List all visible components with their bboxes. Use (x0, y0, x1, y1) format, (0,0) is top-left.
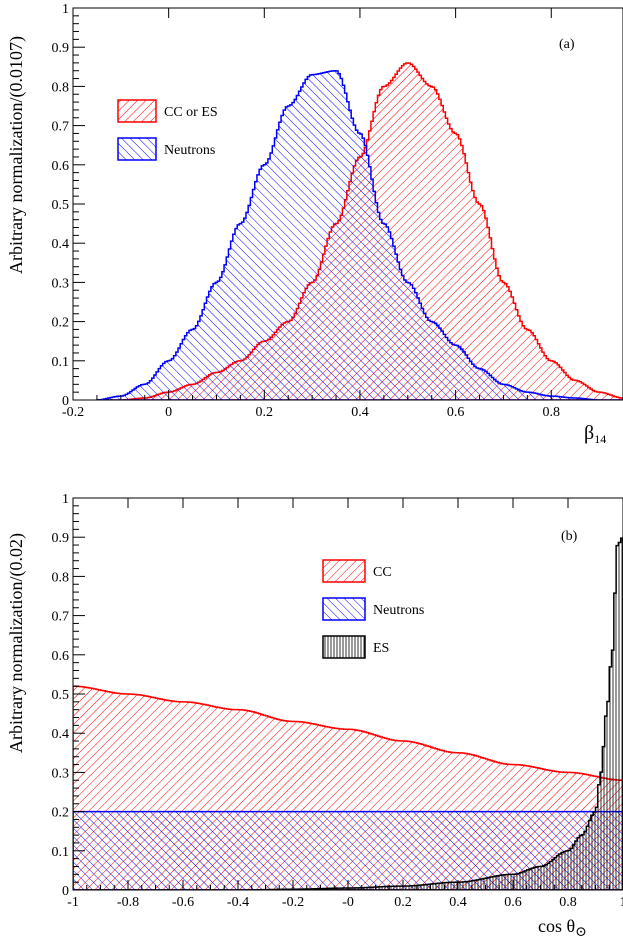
x-axis-label-a-sub: 14 (594, 432, 606, 446)
legend-label: ES (373, 641, 389, 656)
y-tick-label: 0.4 (52, 237, 70, 252)
y-tick-label: 0.6 (52, 649, 70, 664)
y-tick-label: 0.3 (52, 766, 70, 781)
y-tick-label: 0.2 (52, 806, 70, 821)
legend-swatch (117, 99, 157, 123)
legend-a: CC or ES Neutrons (117, 99, 218, 161)
legend-b: CC Neutrons ES (322, 559, 424, 659)
x-tick-label: -0.8 (117, 895, 139, 910)
y-tick-label: 0.5 (52, 688, 70, 703)
x-tick-label: 0.4 (351, 405, 369, 420)
y-axis-label-b: Arbitrary normalization/(0.02) (6, 533, 27, 753)
y-tick-label: 0.7 (52, 120, 70, 135)
y-tick-label: 1 (62, 2, 69, 17)
legend-swatch (322, 597, 366, 621)
series-neutrons (73, 810, 623, 890)
y-tick-label: 0.9 (52, 531, 70, 546)
legend-swatch (322, 635, 366, 659)
x-tick-label: 0.8 (543, 405, 561, 420)
ticks-b: -1 -0.8 -0.6 -0.4 -0.2 -0 0.2 0.4 0.6 0.8 1 0 0.1 0.2… (52, 492, 623, 910)
x-tick-label: -0.2 (62, 405, 84, 420)
legend-swatch (117, 137, 157, 161)
panel-a: -0.2 0 0.2 0.4 0.6 0.800.10.20.30.40.50.60.70… (6, 2, 623, 446)
x-axis-label-a: β14 (584, 422, 606, 446)
panel-label-a: (a) (559, 37, 575, 52)
panel-b: -1 -0.8 -0.6 -0.4 -0.2 -0 0.2 0.4 0.6 0.8 1 0 0.1 0.2… (6, 492, 623, 940)
x-tick-label: -0.6 (172, 895, 194, 910)
legend-label: Neutrons (373, 603, 424, 618)
series-layer-a (96, 62, 623, 400)
y-tick-label: 1 (62, 492, 69, 507)
y-tick-label: 0.2 (52, 316, 70, 331)
y-tick-label: 0.4 (52, 727, 70, 742)
x-tick-label: 0.4 (449, 895, 467, 910)
legend-label: Neutrons (164, 143, 215, 158)
series-layer-b (73, 537, 623, 890)
x-tick-label: -0.2 (282, 895, 304, 910)
panel-label-b: (b) (561, 529, 578, 544)
y-tick-label: 0.8 (52, 570, 70, 585)
y-tick-label: 0.8 (52, 80, 70, 95)
x-tick-label: 0 (165, 405, 172, 420)
y-axis-label-a: Arbitrary normalization/(0.0107) (6, 36, 27, 274)
y-tick-label: 0.3 (52, 276, 70, 291)
x-tick-label: -0 (342, 895, 354, 910)
x-axis-label-b: cos θ⊙ (538, 916, 587, 940)
x-tick-label: 0.2 (394, 895, 412, 910)
x-tick-label: 0.8 (559, 895, 577, 910)
y-tick-label: 0.9 (52, 41, 70, 56)
legend-swatch (322, 559, 366, 583)
y-tick-label: 0.1 (52, 845, 70, 860)
x-tick-label: 0.2 (256, 405, 274, 420)
ticks-a: -0.2 0 0.2 0.4 0.6 0.800.10.20.30.40.50.60.70… (52, 2, 561, 420)
y-tick-label: 0 (62, 394, 69, 409)
x-tick-label: -1 (67, 895, 79, 910)
x-axis-label-b-main: cos θ (538, 916, 575, 936)
x-axis-label-b-sub: ⊙ (575, 925, 587, 940)
legend-label: CC (373, 565, 392, 580)
series-neutrons (96, 70, 623, 400)
legend-label: CC or ES (164, 105, 218, 120)
x-tick-label: 0.6 (504, 895, 522, 910)
x-tick-label: 0.6 (447, 405, 465, 420)
x-axis-label-a-main: β (584, 422, 594, 444)
y-tick-label: 0 (62, 884, 69, 899)
y-tick-label: 0.7 (52, 610, 70, 625)
y-tick-label: 0.5 (52, 198, 70, 213)
x-tick-label: -0.4 (227, 895, 249, 910)
y-tick-label: 0.1 (52, 355, 70, 370)
y-tick-label: 0.6 (52, 159, 70, 174)
x-tick-label: 1 (620, 895, 623, 910)
